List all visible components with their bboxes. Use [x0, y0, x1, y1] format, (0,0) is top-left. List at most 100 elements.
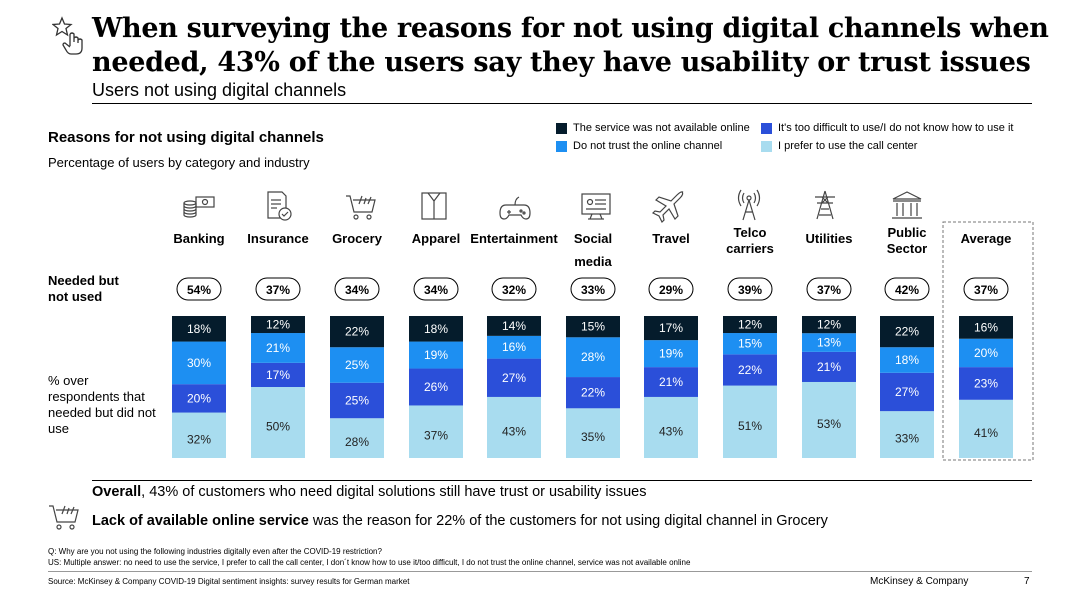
needed-pill — [570, 277, 616, 301]
data-label: 25% — [345, 393, 369, 407]
data-label: 21% — [266, 341, 290, 355]
data-label: 37% — [424, 429, 448, 443]
telco-tower-icon — [737, 189, 761, 221]
data-label: 35% — [581, 430, 605, 444]
money-stack-icon — [183, 196, 215, 218]
bar-segment — [487, 396, 541, 458]
category-label: Insurance — [247, 231, 308, 246]
data-label: 18% — [895, 353, 919, 367]
chart-heading: Reasons for not using digital channels — [48, 129, 324, 146]
bar-segment — [644, 340, 698, 368]
data-label: 43% — [659, 424, 683, 438]
category-label: Telco — [734, 225, 767, 240]
needed-pill — [413, 277, 459, 301]
bar-segment — [959, 399, 1013, 458]
needed-value: 37% — [974, 283, 998, 297]
bar-segment — [566, 408, 620, 458]
bar-segment — [644, 396, 698, 458]
legend-swatch — [761, 122, 772, 134]
bar-segment — [330, 382, 384, 419]
data-label: 23% — [974, 376, 998, 390]
page-title: When surveying the reasons for not using… — [92, 13, 1049, 78]
needed-value: 54% — [187, 283, 211, 297]
needed-value: 34% — [345, 283, 369, 297]
data-label: 27% — [895, 385, 919, 399]
legend-swatch — [556, 140, 567, 152]
category-label: Grocery — [332, 231, 383, 246]
data-label: 21% — [659, 375, 683, 389]
game-controller-icon — [499, 196, 531, 220]
data-label: 12% — [738, 318, 762, 332]
data-label: 19% — [424, 348, 448, 362]
category-label: Travel — [652, 231, 690, 246]
data-label: 50% — [266, 420, 290, 434]
needed-value: 37% — [266, 283, 290, 297]
data-label: 53% — [817, 417, 841, 431]
needed-value: 29% — [659, 283, 683, 297]
legend-label: It's too difficult to use/I do not know … — [778, 122, 1014, 134]
shopping-cart-icon — [49, 505, 79, 530]
bar-segment — [251, 362, 305, 387]
footnote: Q: Why are you not using the following i… — [48, 546, 690, 568]
bar-segment — [409, 405, 463, 458]
bar-segment — [880, 316, 934, 348]
bar-segment — [566, 316, 620, 338]
data-label: 18% — [424, 322, 448, 336]
data-label: 20% — [974, 346, 998, 360]
overall-text: , 43% of customers who need digital solu… — [141, 484, 647, 500]
data-label: 14% — [502, 319, 526, 333]
bar-segment — [880, 411, 934, 458]
bar-segment — [172, 316, 226, 342]
needed-pill — [806, 277, 852, 301]
legend-item-no-trust: Do not trust the online channel — [556, 140, 722, 152]
category-label: carriers — [726, 241, 774, 256]
bar-segment — [251, 316, 305, 334]
data-label: 22% — [895, 325, 919, 339]
bar-segment — [880, 347, 934, 373]
page-subtitle: Users not using digital channels — [92, 80, 347, 100]
data-label: 28% — [581, 350, 605, 364]
hand-pointer-star-icon — [52, 16, 83, 55]
bar-segment — [251, 333, 305, 363]
category-label: Sector — [887, 241, 927, 256]
legend-swatch — [556, 122, 567, 134]
bar-segment — [959, 316, 1013, 339]
category-label: Social — [574, 231, 612, 246]
airplane-icon — [651, 191, 684, 224]
data-label: 25% — [345, 358, 369, 372]
category-label: Average — [961, 231, 1012, 246]
data-label: 16% — [974, 320, 998, 334]
bar-segment — [723, 354, 777, 386]
grocery-insight: Lack of available online service was the… — [92, 513, 828, 529]
shopping-cart-icon — [346, 195, 376, 220]
takeaway-divider — [92, 480, 1032, 481]
category-label: Banking — [173, 231, 224, 246]
bar-segment — [802, 316, 856, 334]
needed-value: 39% — [738, 283, 762, 297]
needed-pill — [727, 277, 773, 301]
page-number: 7 — [1024, 576, 1030, 587]
footnote-question: Q: Why are you not using the following i… — [48, 547, 382, 556]
bar-segment — [566, 337, 620, 378]
category-icons — [183, 189, 922, 224]
category-label: media — [574, 254, 612, 269]
needed-pill — [884, 277, 930, 301]
power-pylon-icon — [815, 190, 835, 220]
data-label: 26% — [424, 380, 448, 394]
bar-segment — [409, 341, 463, 369]
bar-segment — [644, 367, 698, 397]
data-label: 22% — [738, 363, 762, 377]
row-label-needed: Needed but not used — [48, 273, 119, 304]
data-label: 15% — [581, 320, 605, 334]
bar-segment — [723, 333, 777, 355]
data-label: 22% — [581, 386, 605, 400]
social-screen-icon — [581, 193, 611, 220]
data-label: 51% — [738, 419, 762, 433]
bar-segment — [959, 367, 1013, 400]
insight-text: was the reason for 22% of the customers … — [308, 513, 828, 529]
bar-segment — [487, 335, 541, 359]
row-label-respondents: % over respondents that needed but did n… — [48, 373, 156, 436]
bar-segment — [172, 341, 226, 385]
data-label: 33% — [895, 432, 919, 446]
bar-segment — [409, 316, 463, 342]
